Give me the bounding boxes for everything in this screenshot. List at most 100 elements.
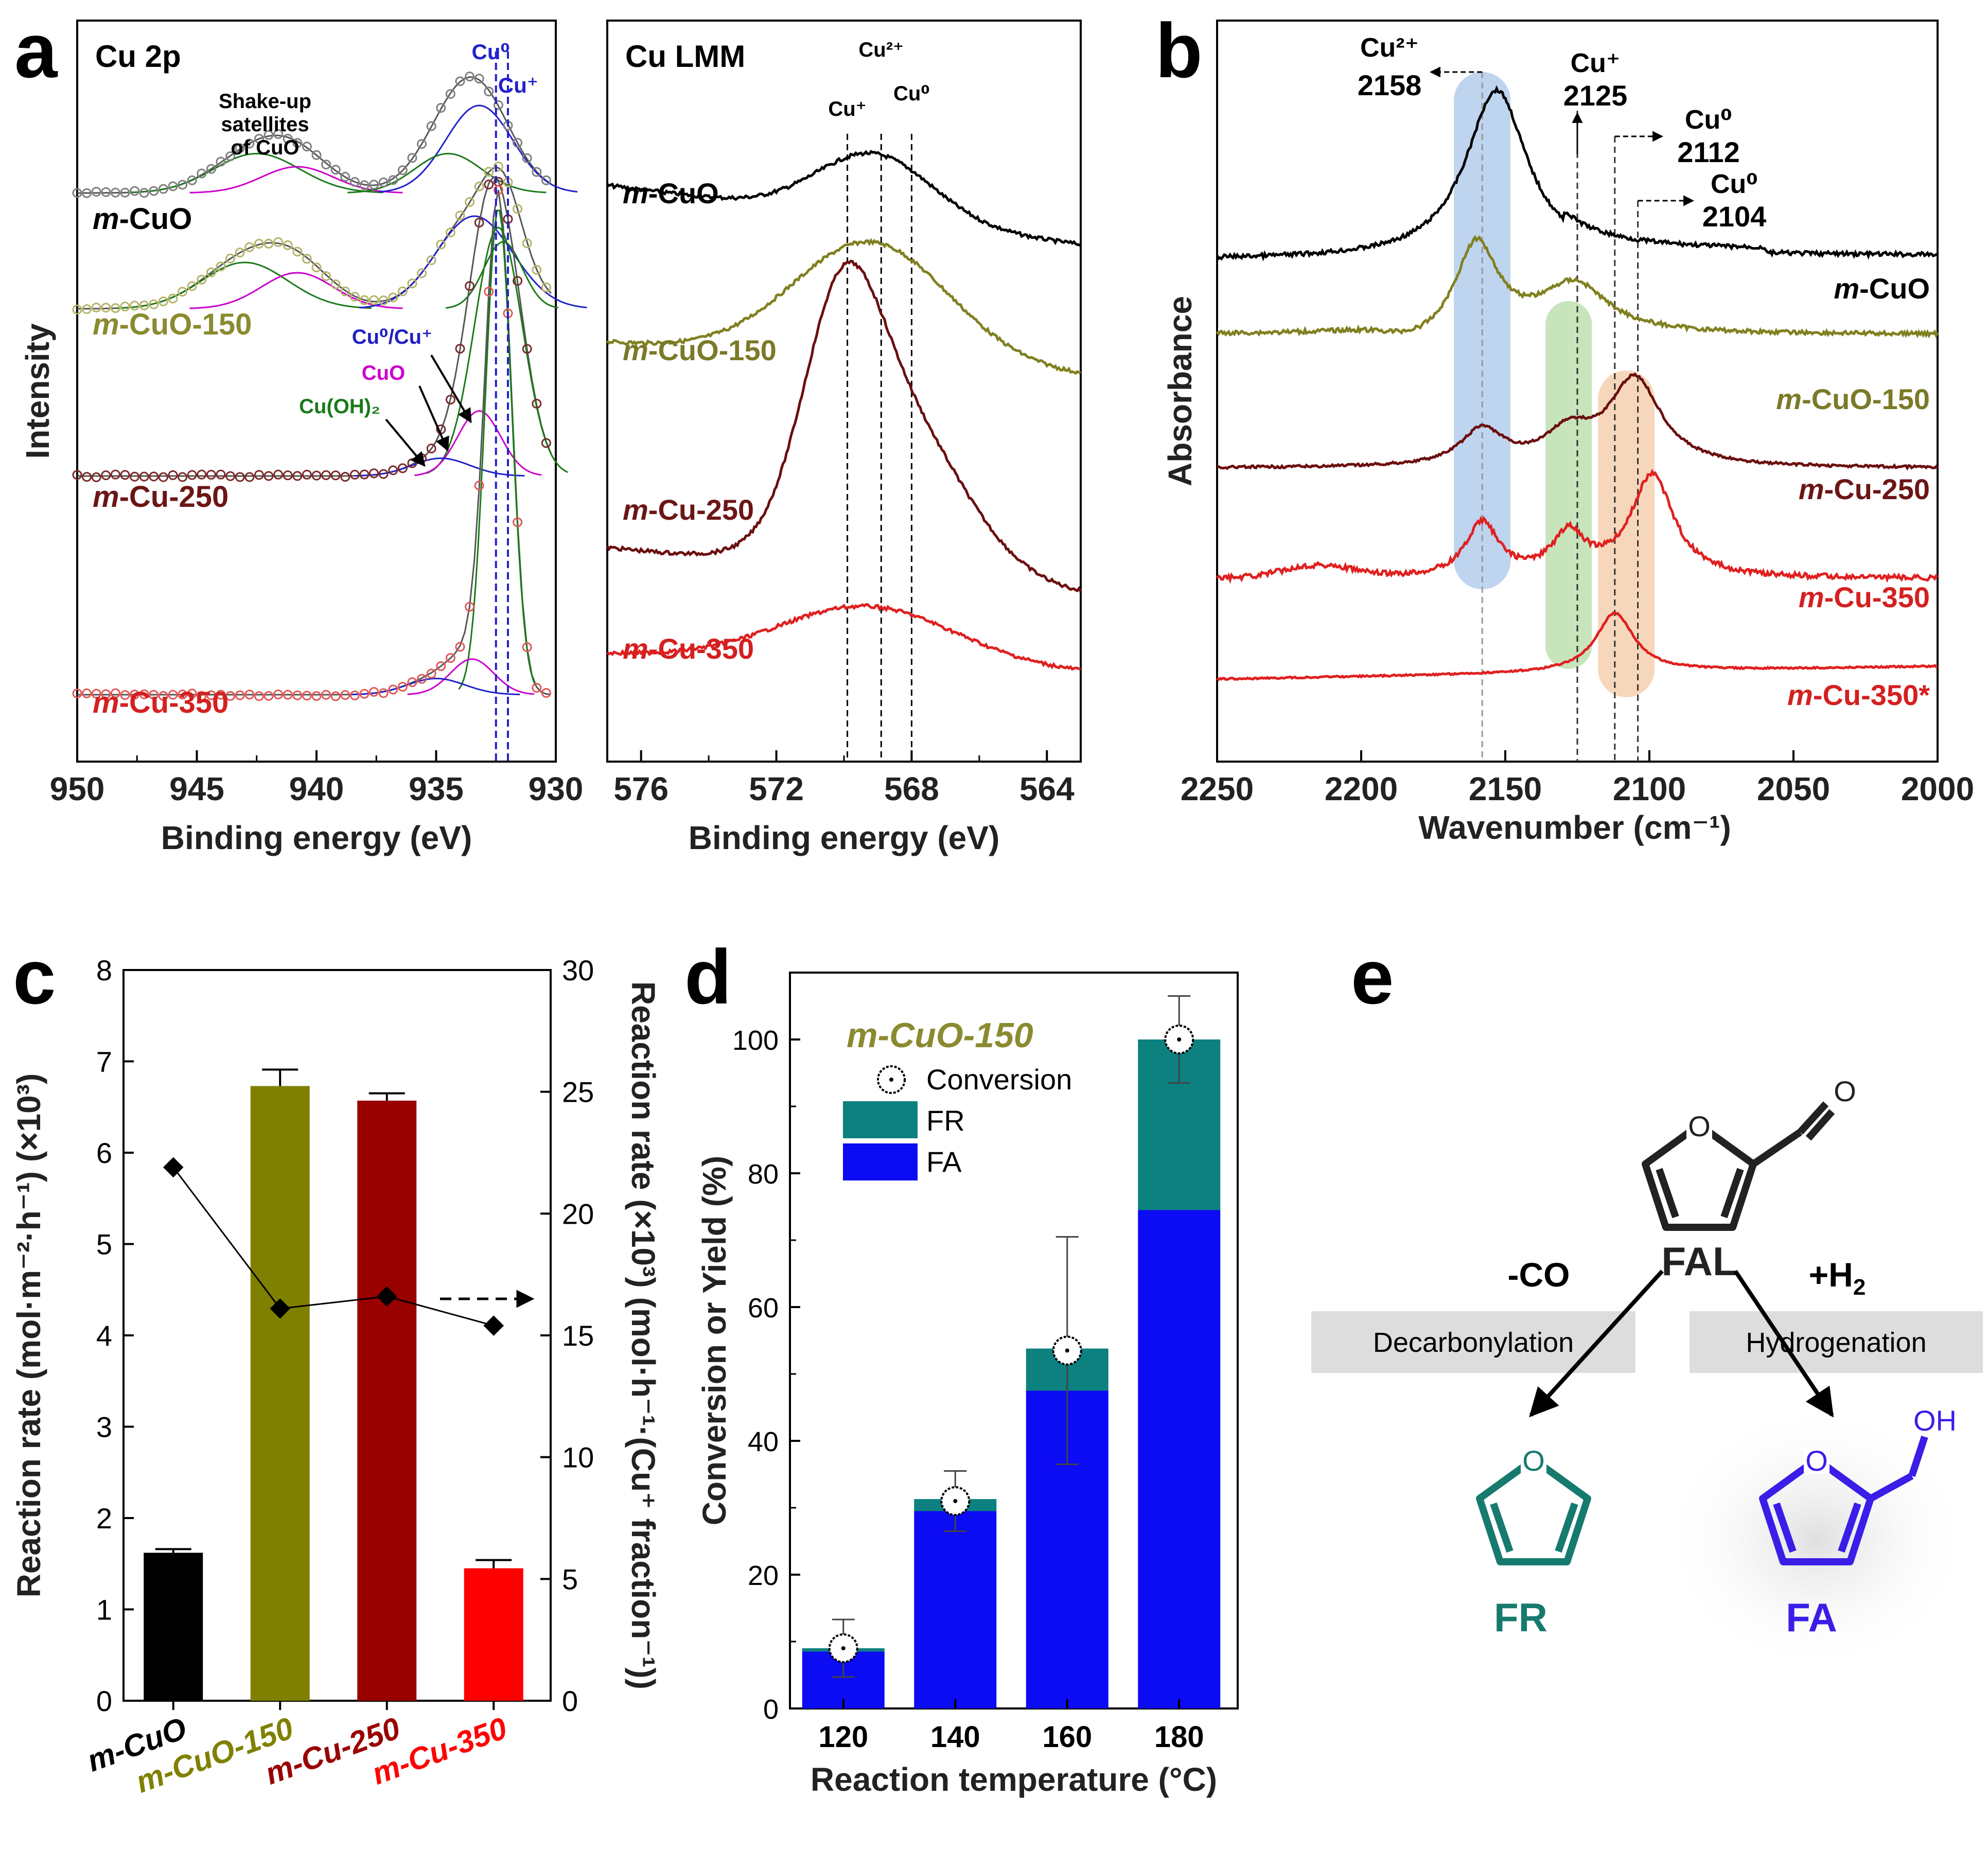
data-point xyxy=(292,471,303,481)
data-point xyxy=(426,668,436,679)
data-point xyxy=(292,690,303,700)
peak-wavenumber-2: 2112 xyxy=(1677,136,1740,168)
right-reagent: +H2 xyxy=(1809,1256,1866,1300)
bar-m-cuo-150 xyxy=(250,1086,310,1701)
bar-fa-180 xyxy=(1138,1210,1221,1708)
data-point xyxy=(273,469,284,480)
data-point xyxy=(82,688,92,698)
spectrum-line xyxy=(606,150,1082,247)
y2-tick-label-10: 10 xyxy=(562,1441,594,1474)
conversion-dot-180 xyxy=(1177,1037,1182,1042)
data-point xyxy=(168,293,178,304)
right-reagent-sub: 2 xyxy=(1853,1275,1866,1300)
data-point xyxy=(206,164,216,174)
panel-b-ir: Cu²⁺2158Cu⁺2125Cu⁰2112Cu⁰2104m-CuOm-CuO-… xyxy=(1162,20,1974,846)
data-point xyxy=(493,100,503,110)
y2-tick-label-30: 30 xyxy=(562,954,594,986)
data-point xyxy=(72,305,82,315)
data-point xyxy=(158,184,168,194)
data-point xyxy=(407,153,417,163)
x-tick-label-180: 180 xyxy=(1154,1720,1204,1754)
arrow-to-fr xyxy=(1529,1270,1664,1418)
label-rest: -Cu-350 xyxy=(119,686,229,719)
fit-envelope xyxy=(77,76,552,194)
series-m-cuo: m-CuO xyxy=(606,150,1082,247)
y2-marker-m-cu-350 xyxy=(483,1315,504,1336)
data-point xyxy=(263,238,274,249)
data-point xyxy=(244,138,255,149)
x-tick-label-2100: 2100 xyxy=(1613,770,1686,807)
data-point xyxy=(388,292,398,303)
data-point xyxy=(349,177,360,187)
bar-fa-140 xyxy=(914,1511,997,1708)
fa-oh: OH xyxy=(1913,1404,1957,1437)
data-point xyxy=(445,653,455,663)
data-point xyxy=(206,469,216,480)
data-point xyxy=(244,472,255,482)
data-point xyxy=(187,470,197,480)
component-peak xyxy=(347,152,547,193)
component-peak xyxy=(127,152,384,193)
y-axis-label: Reaction rate (mol·m⁻²·h⁻¹) (×10³) xyxy=(10,1073,47,1598)
data-point xyxy=(445,395,455,405)
x-tick-label-940: 940 xyxy=(289,770,344,807)
data-point xyxy=(197,691,207,701)
data-point xyxy=(465,281,475,291)
y2-marker-m-cu-250 xyxy=(376,1286,397,1307)
x-tick-label-2150: 2150 xyxy=(1469,770,1542,807)
bar-m-cu-350 xyxy=(464,1568,523,1701)
legend-title: m-CuO-150 xyxy=(847,1016,1033,1055)
data-point xyxy=(216,261,226,272)
x-tick-label-2050: 2050 xyxy=(1757,770,1830,807)
data-point xyxy=(359,689,370,699)
y-tick-label-20: 20 xyxy=(748,1560,779,1591)
chart-title: Cu 2p xyxy=(95,39,181,74)
hydrogenation-label: Hydrogenation xyxy=(1746,1327,1926,1358)
conversion-dot-140 xyxy=(953,1499,958,1503)
data-point xyxy=(263,471,274,481)
data-point xyxy=(91,689,101,699)
series-m-cu-250: m-Cu-250 xyxy=(72,175,568,514)
label-rest: -Cu-250 xyxy=(119,480,229,514)
data-point xyxy=(178,287,188,297)
data-point xyxy=(474,74,484,84)
data-point xyxy=(82,304,92,314)
series-label: m-CuO-150 xyxy=(623,334,777,366)
spectrum-line xyxy=(1216,468,1939,585)
label-prefix: m xyxy=(623,632,648,665)
y-tick-label-3: 3 xyxy=(96,1411,112,1443)
data-point xyxy=(283,133,293,144)
data-point xyxy=(130,690,140,700)
chart-title: Cu LMM xyxy=(625,39,745,74)
annotations: Shake-up satellites of CuO Cu⁰/Cu⁺ CuO C… xyxy=(219,90,472,467)
series-label: m-Cu-250 xyxy=(93,480,228,514)
annotation-cuo: CuO xyxy=(362,362,405,384)
data-point xyxy=(455,642,465,652)
data-point xyxy=(484,167,494,177)
data-point xyxy=(330,691,341,701)
data-point xyxy=(82,472,92,482)
panel-letter-b: b xyxy=(1155,7,1203,94)
data-point xyxy=(72,470,82,480)
data-point xyxy=(235,690,245,700)
y-tick-label-6: 6 xyxy=(96,1137,112,1169)
data-point xyxy=(244,242,255,252)
ref-label-1: Cu⁺ xyxy=(498,73,538,97)
label-prefix: m xyxy=(1787,679,1813,711)
series-label: m-Cu-350* xyxy=(1787,679,1930,711)
data-point xyxy=(235,143,245,153)
component-peak xyxy=(426,226,568,474)
data-point xyxy=(426,121,436,131)
y-axis-label: Conversion or Yield (%) xyxy=(696,1156,733,1525)
x-axis-label: Binding energy (eV) xyxy=(161,819,472,856)
data-point xyxy=(340,286,350,296)
data-point xyxy=(120,690,130,700)
data-point xyxy=(187,175,197,185)
arrow-cuo xyxy=(418,385,449,452)
data-point xyxy=(330,279,341,290)
peak-wavenumber-3: 2104 xyxy=(1702,200,1767,233)
data-point xyxy=(388,465,398,475)
series-label: m-Cu-350 xyxy=(623,632,754,665)
x-tick-label-935: 935 xyxy=(409,770,464,807)
spectrum-line xyxy=(1216,235,1939,339)
